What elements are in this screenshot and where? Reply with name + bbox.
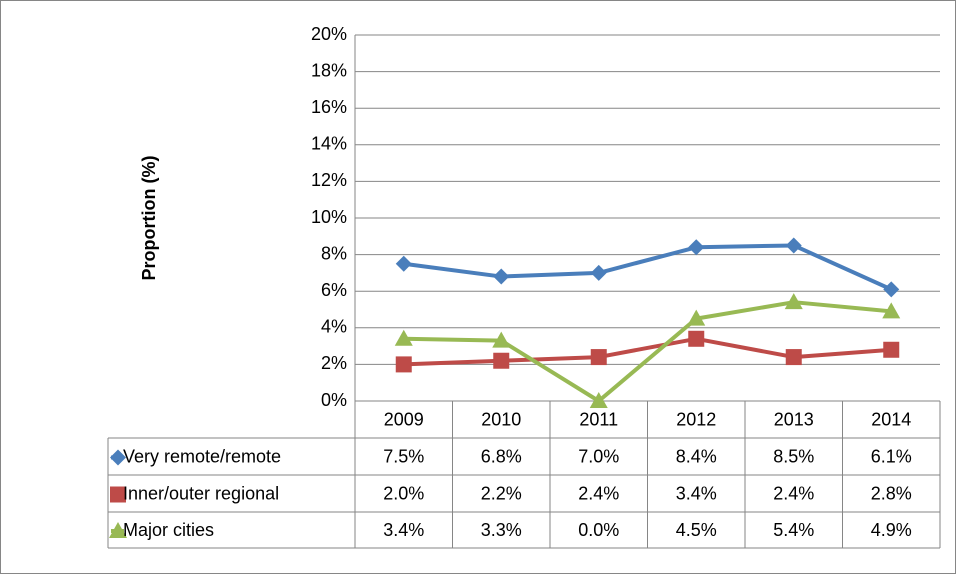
marker <box>590 349 607 366</box>
series-line <box>403 243 893 292</box>
marker <box>395 255 412 272</box>
series-line <box>403 300 892 403</box>
marker <box>493 268 510 285</box>
marker <box>687 309 706 326</box>
y-axis-label: Proportion (%) <box>139 156 159 281</box>
marker <box>590 264 607 281</box>
y-tick-label: 6% <box>321 280 347 300</box>
y-tick-label: 12% <box>311 170 347 190</box>
table-value: 2.4% <box>773 483 814 503</box>
table-value: 3.3% <box>481 520 522 540</box>
table-value: 6.8% <box>481 446 522 466</box>
y-tick-label: 20% <box>311 24 347 44</box>
marker <box>882 302 901 319</box>
table-value: 2.8% <box>871 483 912 503</box>
table-value: 7.5% <box>383 446 424 466</box>
y-tick-label: 0% <box>321 390 347 410</box>
legend-label: Major cities <box>123 520 214 540</box>
y-tick-label: 16% <box>311 97 347 117</box>
series-line <box>403 336 892 367</box>
table-value: 5.4% <box>773 520 814 540</box>
x-tick-label: 2010 <box>481 409 521 429</box>
table-value: 6.1% <box>871 446 912 466</box>
marker <box>784 293 803 310</box>
x-tick-label: 2012 <box>676 409 716 429</box>
y-tick-label: 18% <box>311 60 347 80</box>
marker <box>109 522 127 538</box>
table-value: 2.0% <box>383 483 424 503</box>
y-tick-label: 8% <box>321 243 347 263</box>
x-tick-label: 2011 <box>579 409 618 429</box>
y-tick-label: 10% <box>311 207 347 227</box>
marker <box>883 341 900 358</box>
marker <box>785 237 802 254</box>
marker <box>688 239 705 256</box>
table-value: 8.5% <box>773 446 814 466</box>
marker <box>110 449 126 466</box>
x-tick-label: 2009 <box>384 409 424 429</box>
legend-label: Very remote/remote <box>123 446 281 466</box>
table-value: 4.9% <box>871 520 912 540</box>
table-value: 0.0% <box>578 520 619 540</box>
marker <box>688 330 705 347</box>
marker <box>394 329 413 346</box>
marker <box>883 281 900 298</box>
table-value: 2.4% <box>578 483 619 503</box>
table-value: 3.4% <box>383 520 424 540</box>
table-value: 2.2% <box>481 483 522 503</box>
y-tick-label: 14% <box>311 134 347 154</box>
table-value: 8.4% <box>676 446 717 466</box>
marker <box>492 331 511 348</box>
y-tick-label: 4% <box>321 317 347 337</box>
marker <box>785 349 802 366</box>
table-value: 7.0% <box>578 446 619 466</box>
marker <box>395 356 412 373</box>
x-tick-label: 2014 <box>871 409 911 429</box>
y-tick-label: 2% <box>321 353 347 373</box>
legend-label: Inner/outer regional <box>123 483 279 503</box>
table-value: 4.5% <box>676 520 717 540</box>
marker <box>589 392 608 408</box>
table-value: 3.4% <box>676 483 717 503</box>
marker <box>110 486 126 503</box>
marker <box>493 352 510 369</box>
x-tick-label: 2013 <box>774 409 814 429</box>
